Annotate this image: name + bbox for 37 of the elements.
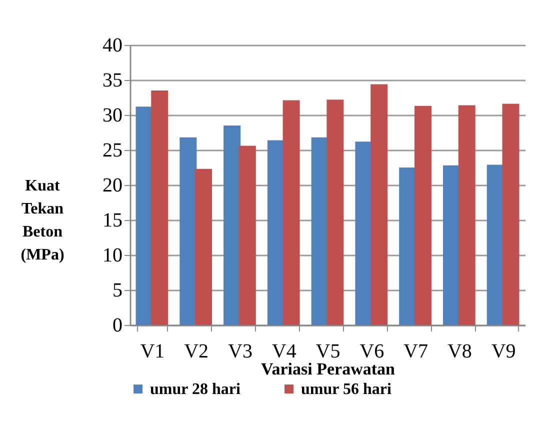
y-tick-label: 10 — [102, 244, 122, 266]
y-tick-label: 25 — [102, 140, 122, 162]
bar — [282, 100, 300, 325]
y-tick-label: 40 — [102, 34, 122, 56]
bar — [238, 146, 256, 325]
y-tick-label: 0 — [112, 314, 122, 336]
y-tick-label: 35 — [102, 70, 122, 92]
bar — [399, 168, 416, 325]
x-tick-label: V1 — [140, 340, 165, 362]
y-tick-label: 15 — [102, 210, 122, 232]
x-tick-label: V5 — [316, 340, 340, 362]
x-tick-label: V3 — [228, 340, 252, 362]
bar — [267, 140, 284, 325]
y-tick-label: 5 — [112, 280, 122, 302]
bar — [442, 165, 460, 325]
x-tick-label: V8 — [447, 340, 472, 362]
bar — [355, 142, 372, 325]
bar — [370, 84, 388, 325]
bar — [180, 137, 197, 325]
x-tick-label: V4 — [272, 340, 296, 362]
x-tick-label: V7 — [404, 340, 428, 362]
x-axis-title: Variasi Perawatan — [261, 360, 396, 378]
y-axis-title: Kuat Tekan Beton (MPa) — [20, 178, 64, 264]
legend-label: umur 56 hari — [301, 381, 392, 398]
bar — [224, 126, 241, 325]
bar — [502, 104, 520, 325]
x-tick-label: V2 — [184, 340, 209, 362]
y-tick-label: 30 — [102, 104, 122, 126]
bar — [458, 105, 476, 325]
bar — [326, 100, 344, 325]
x-tick-label: V6 — [360, 340, 384, 362]
x-tick-label: V9 — [491, 340, 516, 362]
bar — [414, 106, 432, 325]
bar — [151, 90, 168, 325]
y-tick-label: 20 — [102, 174, 122, 196]
bar — [195, 168, 212, 325]
legend-label: umur 28 hari — [150, 381, 241, 398]
